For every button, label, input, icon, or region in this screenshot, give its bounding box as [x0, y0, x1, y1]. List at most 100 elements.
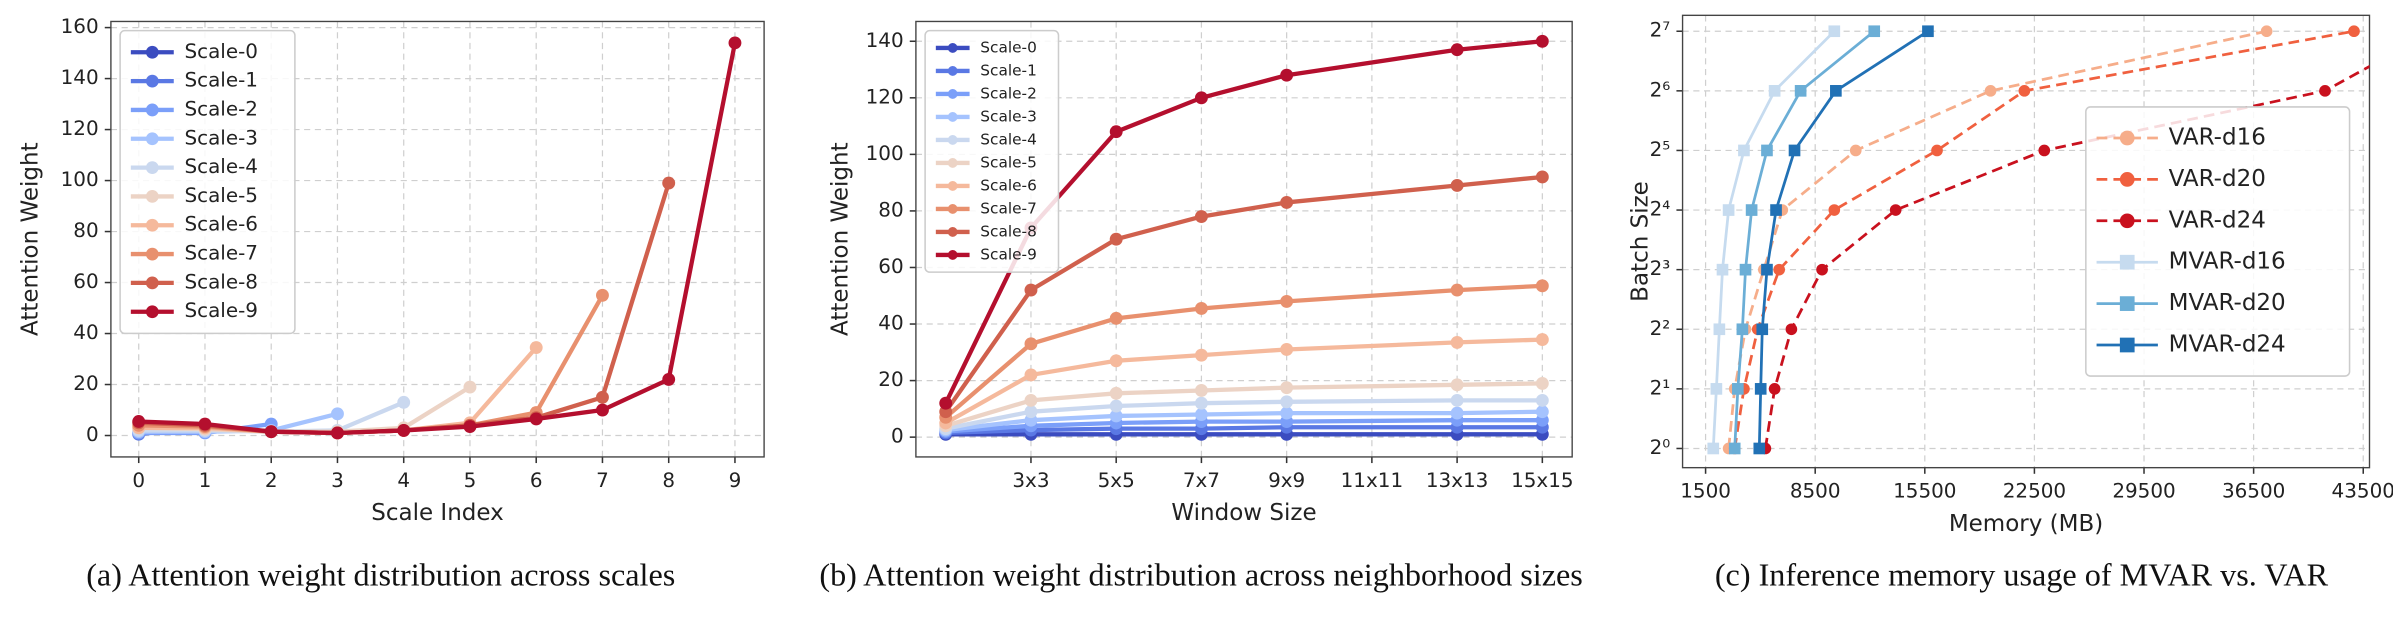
series-line: [1757, 30, 1929, 449]
y-tick-label: 40: [73, 321, 98, 344]
legend-label: Scale-1: [980, 61, 1037, 79]
x-tick-label: 6: [530, 469, 543, 492]
legend-label: Scale-8: [980, 222, 1037, 240]
marker: [145, 161, 159, 174]
marker: [947, 112, 958, 122]
marker: [1732, 383, 1744, 395]
series-line: [1727, 29, 2267, 449]
x-tick-label: 15x15: [1511, 469, 1574, 492]
legend-label: VAR-d20: [2169, 166, 2266, 192]
marker: [1280, 294, 1294, 308]
marker: [1816, 263, 1828, 276]
marker: [1535, 376, 1549, 390]
marker: [2018, 85, 2031, 97]
marker: [662, 176, 676, 190]
x-tick-label: 4: [397, 469, 410, 492]
legend-label: VAR-d16: [2169, 125, 2266, 151]
marker: [145, 247, 159, 261]
marker: [145, 132, 159, 146]
legend-label: Scale-6: [185, 213, 258, 236]
marker: [1761, 263, 1773, 276]
legend-label: Scale-4: [185, 155, 258, 178]
marker: [1535, 393, 1549, 407]
y-tick-label: 2⁴: [1650, 198, 1671, 221]
legend-label: MVAR-d24: [2169, 332, 2286, 358]
y-tick-label: 120: [866, 85, 904, 108]
marker: [947, 227, 958, 237]
marker: [1716, 263, 1729, 276]
x-tick-label: 36500: [2222, 480, 2285, 503]
legend-box: [924, 29, 1060, 273]
legend-box: [2085, 106, 2351, 377]
legend-box: [119, 29, 296, 335]
marker: [1753, 442, 1766, 455]
y-tick-label: 60: [73, 270, 98, 293]
legend-label: Scale-0: [980, 38, 1037, 56]
marker: [1535, 34, 1549, 48]
legend-label: Scale-3: [980, 107, 1037, 125]
marker: [2119, 337, 2135, 353]
series-line: [138, 42, 738, 436]
marker: [1194, 210, 1208, 224]
marker: [1535, 170, 1549, 184]
x-tick-label: 5x5: [1098, 469, 1135, 492]
marker: [1768, 85, 1781, 97]
marker: [145, 45, 159, 59]
legend-label: Scale-4: [980, 130, 1037, 148]
x-tick-label: 3: [331, 469, 344, 492]
x-tick-label: 3x3: [1012, 469, 1049, 492]
marker: [1280, 395, 1294, 409]
marker: [397, 395, 411, 409]
marker: [145, 218, 159, 232]
marker: [947, 89, 958, 99]
x-tick-label: 29500: [2112, 480, 2175, 503]
marker: [1770, 204, 1782, 216]
y-tick-label: 0: [86, 423, 99, 446]
legend-label: Scale-5: [185, 184, 258, 207]
x-tick-label: 8500: [1790, 480, 1841, 503]
marker: [1984, 85, 1997, 97]
marker: [1194, 302, 1208, 315]
marker: [1450, 283, 1464, 297]
marker: [1109, 232, 1123, 246]
legend-label: Scale-2: [185, 97, 258, 120]
marker: [1754, 383, 1767, 395]
legend-label: Scale-2: [980, 84, 1037, 102]
x-tick-label: 8: [662, 469, 675, 492]
marker: [2119, 130, 2135, 146]
y-tick-label: 2²: [1650, 317, 1671, 340]
marker: [198, 417, 212, 431]
y-tick-label: 100: [866, 142, 904, 165]
marker: [1535, 279, 1549, 293]
marker: [2038, 144, 2051, 157]
marker: [1109, 125, 1123, 139]
marker: [1280, 195, 1294, 209]
marker: [132, 415, 146, 428]
marker: [1773, 263, 1786, 276]
marker: [1756, 323, 1769, 336]
marker: [728, 36, 742, 50]
marker: [1794, 85, 1807, 97]
marker: [397, 423, 411, 437]
y-tick-label: 2⁶: [1650, 78, 1671, 101]
legend-label: MVAR-d20: [2169, 290, 2286, 316]
y-tick-label: 2³: [1650, 257, 1671, 280]
marker: [947, 43, 958, 53]
marker: [596, 288, 609, 302]
marker: [1024, 368, 1038, 382]
plot-frame: [915, 20, 1573, 458]
x-tick-label: 9: [729, 469, 742, 492]
marker: [1450, 378, 1464, 392]
marker: [1024, 337, 1038, 351]
legend-label: Scale-7: [185, 242, 258, 265]
legend-label: Scale-9: [185, 299, 258, 322]
x-tick-label: 1: [199, 469, 212, 492]
y-tick-label: 140: [866, 29, 904, 52]
caption: (b) Attention weight distribution across…: [819, 556, 1582, 592]
y-tick-label: 120: [61, 117, 99, 140]
caption: (c) Inference memory usage of MVAR vs. V…: [1715, 556, 2329, 592]
marker: [529, 341, 543, 354]
y-tick-label: 2¹: [1650, 376, 1671, 399]
marker: [2348, 25, 2360, 38]
